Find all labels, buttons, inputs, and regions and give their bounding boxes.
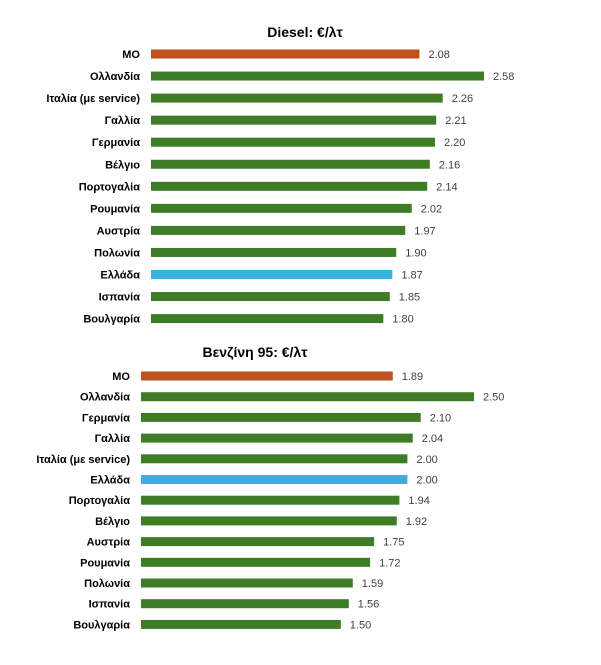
diesel-category-label: Ιταλία (με service): [46, 93, 140, 105]
diesel-category-label: Πολωνία: [94, 247, 140, 259]
diesel-chart-title: Diesel: €/λτ: [267, 24, 343, 40]
diesel-bar-γαλλία: [151, 115, 437, 125]
diesel-category-label: Βέλγιο: [105, 159, 140, 171]
diesel-bar-αυστρία: [151, 225, 406, 235]
petrol-95-category-label: Βουλγαρία: [73, 619, 130, 631]
diesel-category-label: Γαλλία: [105, 115, 141, 127]
diesel-bar-γερμανία: [151, 137, 435, 147]
petrol-95-value-label: 2.50: [483, 392, 504, 404]
diesel-bar-ελλάδα: [151, 270, 393, 279]
petrol-95-category-label: Πολωνία: [84, 578, 130, 590]
diesel-category-label: Βουλγαρία: [83, 314, 140, 326]
petrol-95-value-label: 1.75: [383, 537, 404, 549]
diesel-bar-ρουμανία: [151, 203, 412, 213]
petrol-95-value-label: 2.10: [430, 412, 451, 424]
diesel-category-label: Ελλάδα: [100, 270, 140, 282]
petrol-95-bar-πολωνία: [141, 578, 353, 588]
diesel-bar-βουλγαρία: [151, 314, 384, 324]
diesel-value-label: 2.58: [493, 71, 514, 83]
petrol-95-bar-ιταλία-με-service: [141, 454, 408, 464]
petrol-95-category-label: Ρουμανία: [80, 557, 130, 569]
petrol-95-category-label: Ιταλία (με service): [36, 454, 130, 466]
diesel-value-label: 1.97: [414, 225, 435, 237]
petrol-95-bar-ισπανία: [141, 599, 349, 609]
diesel-bar-μο: [151, 49, 420, 59]
diesel-value-label: 2.21: [445, 115, 466, 127]
diesel-chart: Diesel: €/λτ ΜΟ 2.08 Ολλανδία 2.58 Ιταλία (μ…: [46, 24, 514, 326]
diesel-bar-πολωνία: [151, 247, 397, 257]
diesel-category-label: Ρουμανία: [90, 203, 140, 215]
petrol-95-value-label: 1.50: [350, 619, 371, 631]
petrol-95-value-label: 2.00: [416, 454, 437, 466]
diesel-category-label: Ισπανία: [99, 292, 141, 304]
petrol-95-value-label: 1.94: [408, 495, 429, 507]
petrol-95-bar-γερμανία: [141, 412, 421, 422]
petrol-95-bar-ολλανδία: [141, 392, 474, 402]
petrol-95-category-label: Γερμανία: [82, 412, 130, 424]
petrol-95-bar-αυστρία: [141, 537, 375, 547]
petrol-95-bar-ελλάδα: [141, 475, 408, 484]
petrol-95-bar-ρουμανία: [141, 557, 371, 567]
petrol-95-value-label: 1.59: [362, 578, 383, 590]
petrol-95-category-label: Πορτογαλία: [69, 495, 131, 507]
diesel-value-label: 1.85: [399, 292, 420, 304]
petrol-95-value-label: 1.92: [406, 516, 427, 528]
diesel-category-label: Ολλανδία: [90, 71, 140, 83]
petrol-95-category-label: Ολλανδία: [80, 392, 130, 404]
petrol-95-value-label: 2.04: [422, 433, 443, 445]
diesel-value-label: 1.80: [392, 314, 413, 326]
diesel-value-label: 2.26: [452, 93, 473, 105]
petrol-95-value-label: 1.89: [402, 371, 423, 383]
diesel-category-label: Γερμανία: [92, 137, 140, 149]
diesel-bar-βέλγιο: [151, 159, 430, 169]
petrol-95-category-label: Ισπανία: [89, 599, 131, 611]
petrol-95-value-label: 1.72: [379, 557, 400, 569]
petrol-95-category-label: Αυστρία: [87, 537, 131, 549]
petrol-95-chart-title: Βενζίνη 95: €/λτ: [203, 344, 309, 360]
diesel-bar-ολλανδία: [151, 71, 484, 81]
diesel-value-label: 1.87: [401, 270, 422, 282]
petrol-95-category-label: Ελλάδα: [90, 475, 130, 487]
diesel-value-label: 2.08: [428, 49, 449, 61]
petrol-95-bar-βουλγαρία: [141, 619, 341, 629]
petrol-95-bar-μο: [141, 371, 393, 381]
petrol-95-category-label: Βέλγιο: [95, 516, 130, 528]
diesel-category-label: Πορτογαλία: [79, 181, 141, 193]
diesel-value-label: 2.20: [444, 137, 465, 149]
diesel-bar-ισπανία: [151, 292, 390, 302]
petrol-95-value-label: 2.00: [416, 475, 437, 487]
diesel-category-label: ΜΟ: [122, 49, 140, 61]
diesel-value-label: 2.16: [439, 159, 460, 171]
petrol-95-bar-γαλλία: [141, 433, 413, 443]
diesel-bar-ιταλία-με-service: [151, 93, 443, 103]
petrol-95-category-label: Γαλλία: [95, 433, 131, 445]
petrol-95-category-label: ΜΟ: [112, 371, 130, 383]
diesel-value-label: 1.90: [405, 247, 426, 259]
petrol-95-bar-πορτογαλία: [141, 495, 400, 505]
petrol-95-chart: Βενζίνη 95: €/λτ ΜΟ 1.89 Ολλανδία 2.50 Γερμα…: [36, 344, 504, 631]
diesel-value-label: 2.02: [421, 203, 442, 215]
petrol-95-bar-βέλγιο: [141, 516, 397, 526]
diesel-bar-πορτογαλία: [151, 181, 428, 191]
diesel-value-label: 2.14: [436, 181, 457, 193]
petrol-95-value-label: 1.56: [358, 599, 379, 611]
diesel-category-label: Αυστρία: [97, 225, 141, 237]
